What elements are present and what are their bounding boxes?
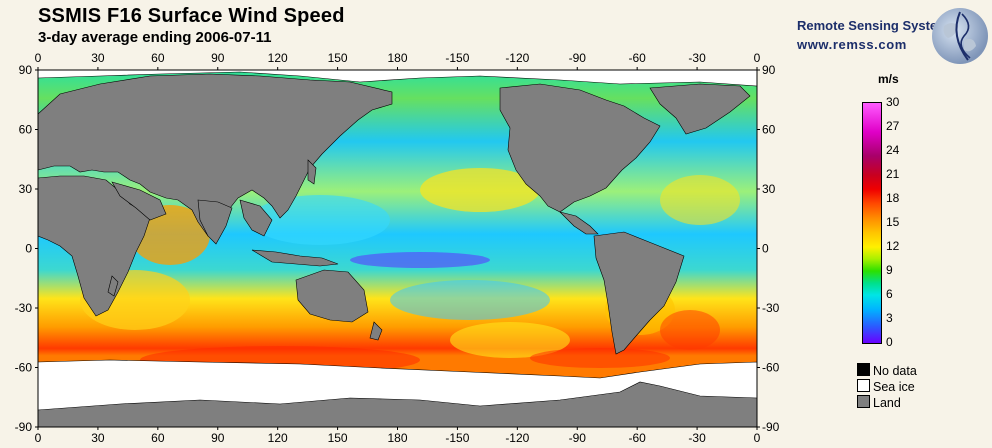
longitude-label: 60 [151,431,165,445]
longitude-label: -150 [445,431,469,445]
brand-name[interactable]: Remote Sensing Systems [797,18,956,33]
land-antarctica [37,381,758,428]
land-eurasia [37,73,393,237]
colorbar-tick-label: 30 [886,95,900,109]
longitude-label: 150 [328,431,348,445]
longitude-label: -60 [628,51,646,65]
land-greenland [649,83,751,135]
colorbar-tick-label: 0 [886,335,893,349]
legend-label: No data [873,364,917,378]
colorbar-tick-label: 18 [886,191,900,205]
wind-speed-colorbar [862,102,882,344]
latitude-label: 0 [25,242,32,256]
colorbar-unit: m/s [878,72,899,86]
longitude-label: -120 [505,51,529,65]
colorbar-tick-label: 21 [886,167,900,181]
legend-swatch [857,379,870,392]
longitude-label: 180 [387,431,407,445]
land-africa [37,175,151,317]
sea-ice-regions [37,69,758,428]
legend-label: Sea ice [873,380,915,394]
colorbar-tick-label: 12 [886,239,900,253]
colorbar-tick-label: 3 [886,311,893,325]
land-australia [295,269,369,323]
latitude-label: -90 [762,420,780,434]
legend-swatch [857,363,870,376]
latitude-label: 0 [762,242,769,256]
longitude-label: -150 [445,51,469,65]
longitude-label: 150 [328,51,348,65]
longitude-label: 120 [268,431,288,445]
land-central-america [559,211,599,235]
latitude-label: 60 [19,123,33,137]
latitude-label: -60 [15,361,33,375]
globe-logo-icon [932,8,988,64]
land-new-zealand [369,321,383,341]
longitude-label: 0 [754,431,761,445]
longitude-label: -30 [688,51,706,65]
latitude-label: 30 [19,182,33,196]
land-southeast-asia [239,199,273,237]
longitude-label: -90 [569,51,587,65]
longitude-label: 0 [35,51,42,65]
longitude-label: -30 [688,431,706,445]
land-indonesia [251,249,339,267]
latitude-label: -60 [762,361,780,375]
longitude-label: 60 [151,51,165,65]
legend-item: Sea ice [857,379,915,394]
longitude-label: 0 [754,51,761,65]
latitude-ticks-right: 90 60 30 0 -30 -60 -90 [757,63,780,434]
colorbar-tick-label: 24 [886,143,900,157]
longitude-label: 30 [91,431,105,445]
latitude-label: 60 [762,123,776,137]
land-south-america [593,231,685,355]
land-india [197,199,233,245]
longitude-ticks-top: 0 30 60 90 120 150 180 -150 -120 -90 -60 -30 0 [35,51,761,70]
longitude-label: 90 [211,51,225,65]
latitude-label: -90 [15,420,33,434]
latitude-ticks-left: 90 60 30 0 -30 -60 -90 [15,63,38,434]
colorbar-tick-label: 6 [886,287,893,301]
longitude-label: 30 [91,51,105,65]
land-arabia [111,181,167,221]
wind-speed-field [38,70,757,427]
longitude-label: -60 [628,431,646,445]
colorbar-tick-label: 15 [886,215,900,229]
map-frame [37,69,758,428]
longitude-label: -90 [569,431,587,445]
legend-swatch [857,395,870,408]
longitude-label: 90 [211,431,225,445]
legend-item: No data [857,363,917,378]
colorbar-tick-label: 9 [886,263,893,277]
land-north-america [499,83,661,213]
longitude-label: -120 [505,431,529,445]
land-madagascar [107,275,119,297]
colorbar-tick-label: 27 [886,119,900,133]
latitude-label: -30 [762,301,780,315]
legend-label: Land [873,396,901,410]
land-masses [37,73,758,428]
latitude-label: 30 [762,182,776,196]
longitude-label: 120 [268,51,288,65]
latitude-label: 90 [762,63,776,77]
brand-url-link[interactable]: www.remss.com [797,37,907,52]
map-title: SSMIS F16 Surface Wind Speed [38,5,345,27]
longitude-label: 180 [387,51,407,65]
land-japan [307,159,317,185]
longitude-ticks-bottom: 0 30 60 90 120 150 180 -150 -120 -90 -60 -30 0 [35,427,761,445]
legend-item: Land [857,395,901,410]
latitude-label: 90 [19,63,33,77]
map-subtitle: 3-day average ending 2006-07-11 [38,29,272,46]
latitude-label: -30 [15,301,33,315]
longitude-label: 0 [35,431,42,445]
